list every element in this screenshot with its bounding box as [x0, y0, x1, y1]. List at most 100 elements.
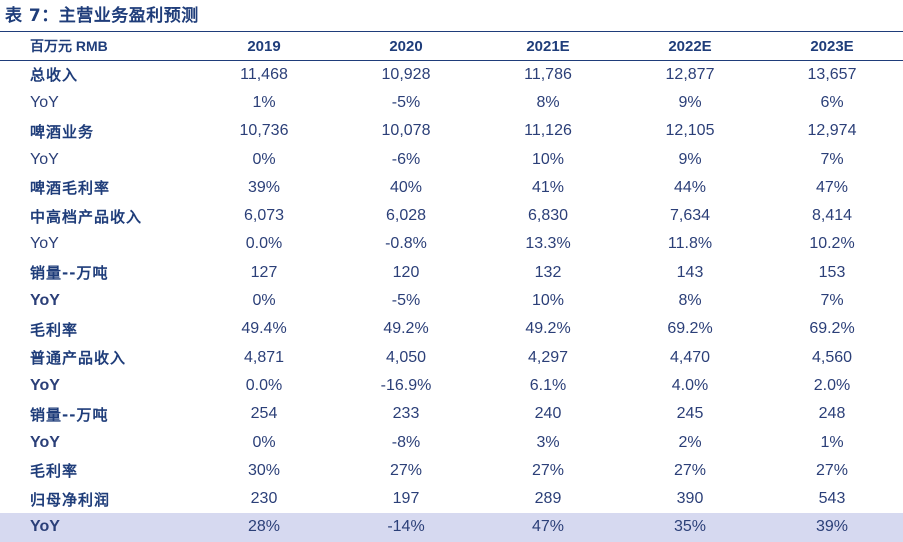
table-cell: 27% [389, 461, 423, 479]
table-cell: 6,830 [527, 207, 569, 225]
table-cell: 0% [252, 150, 276, 168]
row-label: 总收入 [30, 66, 79, 85]
table-cell: 27% [673, 461, 707, 479]
table-cell: 12,974 [807, 122, 857, 140]
table-row: 销量--万吨 127 120 132 143 153 [0, 259, 903, 287]
forecast-table: 百万元 RMB 2019 2020 2021E 2022E 2023E 总收入 1… [0, 31, 903, 542]
header-year-2023e: 2023E [761, 31, 903, 61]
row-label: YoY [30, 433, 60, 451]
table-cell: 0% [252, 433, 276, 451]
table-cell: 9% [678, 93, 702, 111]
table-cell: 69.2% [667, 320, 713, 338]
table-cell: -14% [335, 513, 477, 542]
header-unit: 百万元 RMB [0, 31, 193, 61]
table-cell: 7% [820, 150, 844, 168]
table-cell: 230 [250, 490, 278, 508]
table-cell: 6,073 [243, 207, 285, 225]
table-row: 普通产品收入 4,871 4,050 4,297 4,470 4,560 [0, 343, 903, 371]
table-cell: 248 [818, 405, 846, 423]
table-cell: 8,414 [811, 207, 853, 225]
table-cell: 35% [619, 513, 761, 542]
table-row: YoY 0.0% -0.8% 13.3% 11.8% 10.2% [0, 230, 903, 258]
table-cell: 13,657 [807, 65, 857, 83]
table-header: 百万元 RMB 2019 2020 2021E 2022E 2023E [0, 31, 903, 61]
header-year-2022e: 2022E [619, 31, 761, 61]
row-label: YoY [0, 513, 193, 542]
table-row: YoY 0% -6% 10% 9% 7% [0, 145, 903, 173]
row-label: 归母净利润 [30, 490, 111, 509]
table-cell: 233 [392, 405, 420, 423]
table-cell: 7% [820, 292, 844, 310]
header-row: 百万元 RMB 2019 2020 2021E 2022E 2023E [0, 31, 903, 61]
table-cell: 390 [676, 490, 704, 508]
table-cell: 0.0% [245, 376, 283, 394]
table-cell: 2% [678, 433, 702, 451]
table-row: 总收入 11,468 10,928 11,786 12,877 13,657 [0, 61, 903, 89]
row-label: YoY [30, 292, 60, 310]
table-row: YoY 0% -5% 10% 8% 7% [0, 287, 903, 315]
table-cell: 6% [820, 93, 844, 111]
table-cell: 6.1% [529, 376, 567, 394]
table-cell: 127 [250, 263, 278, 281]
table-cell: 7,634 [669, 207, 711, 225]
table-cell: 6,028 [385, 207, 427, 225]
table-cell: 69.2% [809, 320, 855, 338]
table-cell: 49.2% [525, 320, 571, 338]
table-cell: 132 [534, 263, 562, 281]
table-cell: 11,126 [524, 122, 572, 140]
table-cell: 2.0% [813, 376, 851, 394]
table-row: YoY 1% -5% 8% 9% 6% [0, 89, 903, 117]
row-label: 啤酒业务 [30, 122, 95, 141]
table-cell: 143 [676, 263, 704, 281]
row-label: 啤酒毛利率 [30, 179, 111, 198]
table-cell: 4.0% [671, 376, 709, 394]
table-cell: 47% [477, 513, 619, 542]
table-title: 表 7：主营业务盈利预测 [5, 6, 199, 26]
table-cell: 9% [678, 150, 702, 168]
row-label: YoY [30, 376, 60, 394]
table-cell: 40% [389, 178, 423, 196]
table-row: YoY 0% -8% 3% 2% 1% [0, 428, 903, 456]
table-cell: -16.9% [380, 376, 432, 394]
table-cell: 12,105 [665, 122, 715, 140]
table-cell: 11.8% [667, 235, 713, 253]
row-label: YoY [30, 150, 59, 168]
table-cell: 27% [531, 461, 565, 479]
table-cell: 10% [531, 150, 565, 168]
table-cell: 11,786 [524, 65, 572, 83]
table-row: 啤酒业务 10,736 10,078 11,126 12,105 12,974 [0, 117, 903, 145]
table-cell: 245 [676, 405, 704, 423]
table-cell: 4,871 [243, 348, 285, 366]
table-cell: 153 [818, 263, 846, 281]
table-cell: 1% [252, 93, 276, 111]
table-cell: 49.2% [383, 320, 429, 338]
table-cell: 49.4% [241, 320, 287, 338]
header-year-2021e: 2021E [477, 31, 619, 61]
table-cell: 289 [534, 490, 562, 508]
table-cell: 4,560 [811, 348, 853, 366]
table-row: 毛利率 30% 27% 27% 27% 27% [0, 457, 903, 485]
table-cell: 47% [815, 178, 849, 196]
row-label: YoY [30, 235, 59, 253]
table-row: YoY 28% -14% 47% 35% 39% [0, 513, 903, 542]
table-cell: 41% [531, 178, 565, 196]
table-cell: 8% [678, 292, 702, 310]
table-cell: 39% [761, 513, 903, 542]
table-row: 中高档产品收入 6,073 6,028 6,830 7,634 8,414 [0, 202, 903, 230]
header-year-2019: 2019 [193, 31, 335, 61]
table-cell: 8% [536, 93, 560, 111]
table-cell: 240 [534, 405, 562, 423]
table-cell: 39% [247, 178, 281, 196]
table-cell: -8% [391, 433, 421, 451]
row-label: 销量--万吨 [30, 264, 109, 283]
table-cell: 4,297 [527, 348, 569, 366]
row-label: 毛利率 [30, 320, 79, 339]
table-cell: 4,050 [385, 348, 427, 366]
table-row: YoY 0.0% -16.9% 6.1% 4.0% 2.0% [0, 372, 903, 400]
table-cell: 4,470 [669, 348, 711, 366]
table-cell: 30% [247, 461, 281, 479]
table-cell: 10,078 [381, 122, 431, 140]
table-row: 销量--万吨 254 233 240 245 248 [0, 400, 903, 428]
table-cell: 27% [815, 461, 849, 479]
table-cell: -5% [391, 93, 421, 111]
